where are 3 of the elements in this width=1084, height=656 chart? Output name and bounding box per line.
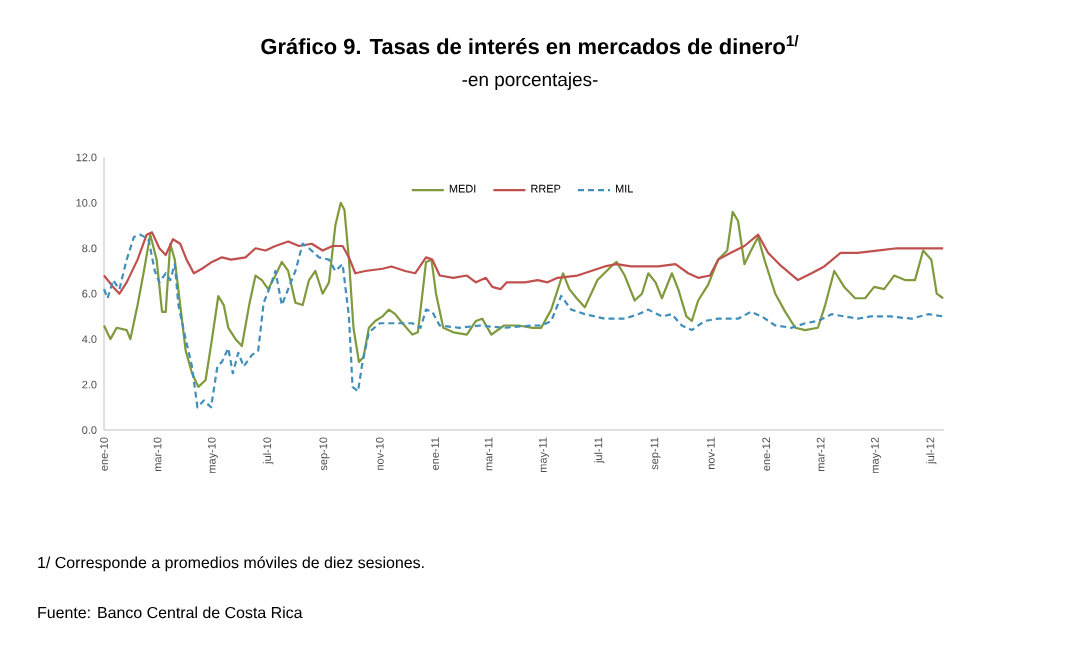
chart-subtitle: -en porcentajes-	[462, 72, 598, 90]
chart-title: Gráfico 9. Tasas de interés en mercados de dinero$^{1/}$	[261, 34, 799, 55]
line-series	[102, 201, 945, 388]
